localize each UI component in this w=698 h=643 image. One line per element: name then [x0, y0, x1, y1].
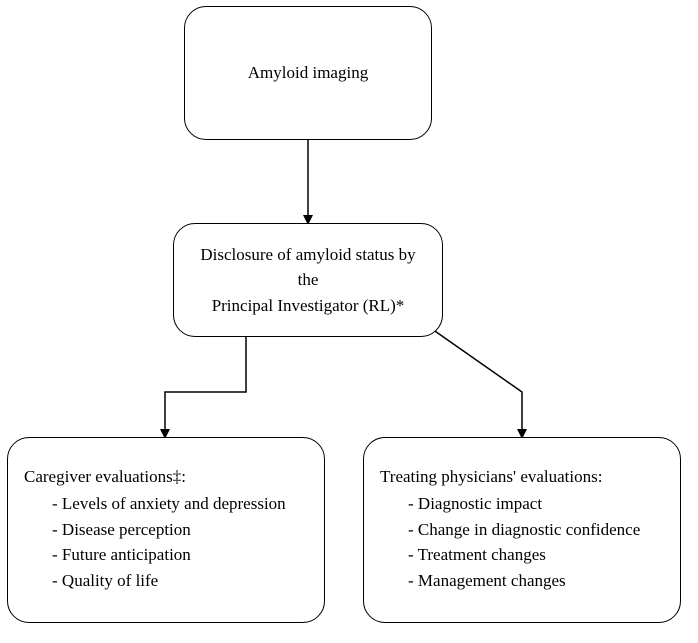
node-items: - Diagnostic impact - Change in diagnost… — [380, 491, 640, 593]
list-item: - Future anticipation — [52, 542, 286, 568]
list-item: - Levels of anxiety and depression — [52, 491, 286, 517]
flowchart-node-physicians: Treating physicians' evaluations: - Diag… — [363, 437, 681, 623]
node-label-line2: Principal Investigator (RL)* — [212, 293, 405, 319]
flowchart-node-caregiver: Caregiver evaluations‡: - Levels of anxi… — [7, 437, 325, 623]
list-item: - Change in diagnostic confidence — [408, 517, 640, 543]
node-label-line1: Disclosure of amyloid status by the — [190, 242, 426, 293]
flowchart-node-amyloid-imaging: Amyloid imaging — [184, 6, 432, 140]
list-item: - Management changes — [408, 568, 640, 594]
list-item: - Diagnostic impact — [408, 491, 640, 517]
node-items: - Levels of anxiety and depression - Dis… — [24, 491, 286, 593]
flowchart-node-disclosure: Disclosure of amyloid status by the Prin… — [173, 223, 443, 337]
node-label: Amyloid imaging — [248, 60, 368, 86]
list-item: - Quality of life — [52, 568, 286, 594]
list-item: - Treatment changes — [408, 542, 640, 568]
node-title: Treating physicians' evaluations: — [380, 467, 602, 487]
list-item: - Disease perception — [52, 517, 286, 543]
node-title: Caregiver evaluations‡: — [24, 467, 186, 487]
